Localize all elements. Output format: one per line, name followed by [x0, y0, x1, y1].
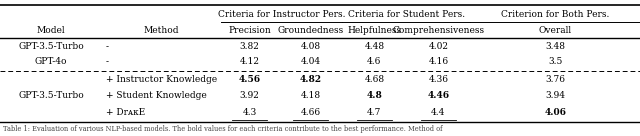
Text: 4.02: 4.02	[428, 42, 449, 51]
Text: -: -	[106, 42, 109, 51]
Text: 3.5: 3.5	[548, 57, 563, 66]
Text: 4.6: 4.6	[367, 57, 381, 66]
Text: 4.7: 4.7	[367, 108, 381, 117]
Text: 4.3: 4.3	[243, 108, 257, 117]
Text: 4.8: 4.8	[367, 91, 382, 100]
Text: 4.04: 4.04	[300, 57, 321, 66]
Text: 4.16: 4.16	[428, 57, 449, 66]
Text: 3.76: 3.76	[545, 75, 565, 84]
Text: 3.94: 3.94	[545, 91, 565, 100]
Text: Groundedness: Groundedness	[277, 26, 344, 35]
Text: 4.36: 4.36	[428, 75, 449, 84]
Text: Helpfulness: Helpfulness	[348, 26, 401, 35]
Text: GPT-3.5-Turbo: GPT-3.5-Turbo	[19, 42, 84, 51]
Text: 4.08: 4.08	[300, 42, 321, 51]
Text: 4.46: 4.46	[428, 91, 449, 100]
Text: -: -	[106, 57, 109, 66]
Text: + Student Knowledge: + Student Knowledge	[106, 91, 206, 100]
Text: Criteria for Student Pers.: Criteria for Student Pers.	[348, 10, 465, 19]
Text: Overall: Overall	[539, 26, 572, 35]
Text: 4.48: 4.48	[364, 42, 385, 51]
Text: 4.66: 4.66	[300, 108, 321, 117]
Text: Method: Method	[144, 26, 179, 35]
Text: + DrᴀᴋE: + DrᴀᴋE	[106, 108, 145, 117]
Text: Criteria for Instructor Pers.: Criteria for Instructor Pers.	[218, 10, 346, 19]
Text: GPT-3.5-Turbo: GPT-3.5-Turbo	[19, 91, 84, 100]
Text: 4.56: 4.56	[239, 75, 260, 84]
Text: 3.48: 3.48	[545, 42, 565, 51]
Text: 4.06: 4.06	[544, 108, 566, 117]
Text: Criterion for Both Pers.: Criterion for Both Pers.	[501, 10, 609, 19]
Text: Model: Model	[37, 26, 65, 35]
Text: 3.82: 3.82	[239, 42, 260, 51]
Text: 4.12: 4.12	[239, 57, 260, 66]
Text: Precision: Precision	[228, 26, 271, 35]
Text: 4.82: 4.82	[300, 75, 321, 84]
Text: 4.18: 4.18	[300, 91, 321, 100]
Text: GPT-4o: GPT-4o	[35, 57, 67, 66]
Text: + Instructor Knowledge: + Instructor Knowledge	[106, 75, 217, 84]
Text: 3.92: 3.92	[239, 91, 260, 100]
Text: Table 1: Evaluation of various NLP-based models. The bold values for each criter: Table 1: Evaluation of various NLP-based…	[3, 125, 443, 133]
Text: Comprehensiveness: Comprehensiveness	[392, 26, 484, 35]
Text: 4.68: 4.68	[364, 75, 385, 84]
Text: 4.4: 4.4	[431, 108, 445, 117]
